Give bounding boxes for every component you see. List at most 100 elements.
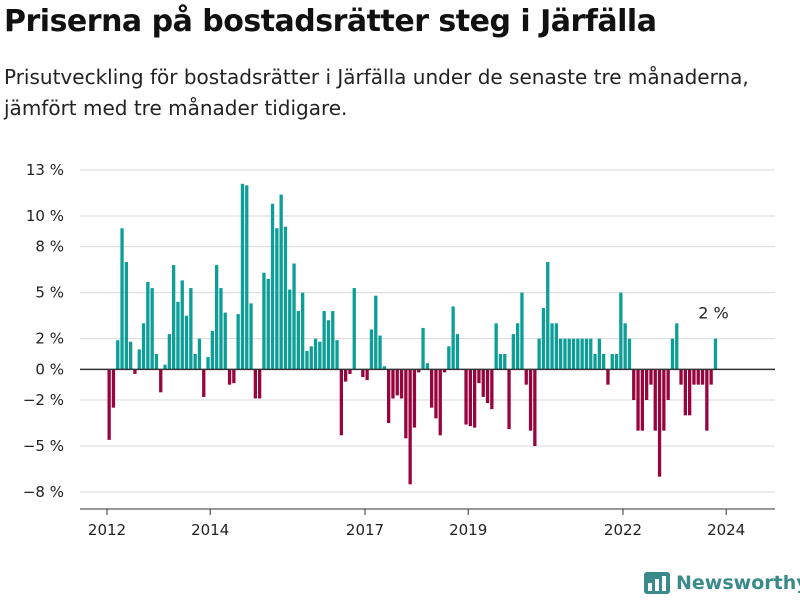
bar	[387, 369, 391, 423]
bar	[399, 369, 404, 399]
bar	[141, 323, 146, 370]
bar	[279, 194, 283, 370]
bar	[589, 338, 593, 370]
bar	[223, 312, 227, 370]
bar	[167, 334, 171, 370]
bar	[322, 311, 326, 370]
bar	[593, 354, 597, 370]
bar	[516, 323, 520, 370]
bar	[369, 329, 374, 370]
bars	[80, 183, 775, 485]
bar	[425, 363, 429, 370]
bar	[606, 369, 610, 385]
bar	[339, 369, 343, 436]
bar	[571, 338, 576, 370]
bar	[541, 308, 546, 370]
bar	[520, 292, 524, 370]
bar	[417, 369, 421, 373]
bar	[468, 369, 472, 427]
y-tick-label: −2 %	[23, 391, 64, 409]
bar	[193, 354, 197, 370]
bar	[434, 369, 438, 419]
last-value-annotation: 2 %	[698, 304, 728, 323]
y-tick-label: 2 %	[35, 330, 64, 348]
bar	[391, 369, 395, 399]
y-tick-label: 8 %	[35, 238, 64, 256]
grid-lines	[80, 169, 775, 493]
bar	[288, 289, 292, 370]
bar	[365, 369, 369, 381]
bar	[352, 288, 356, 370]
x-axis: 2012 2014 2017 2019 2022 2024	[80, 508, 775, 539]
bar	[184, 315, 189, 370]
bar	[270, 203, 275, 370]
bar	[129, 341, 133, 370]
bar	[636, 369, 640, 431]
bar	[602, 354, 606, 370]
bar	[296, 311, 300, 370]
bar	[442, 369, 447, 373]
bar	[301, 292, 305, 370]
bar	[511, 334, 515, 370]
bar	[657, 369, 662, 477]
bar	[554, 323, 558, 370]
bar	[494, 323, 498, 370]
bar	[404, 369, 408, 439]
y-tick-label: −5 %	[23, 437, 64, 455]
bar	[408, 369, 412, 485]
bar	[692, 369, 696, 385]
bar	[150, 288, 154, 370]
y-tick-label: 10 %	[26, 207, 64, 225]
bar	[567, 338, 571, 370]
bar	[180, 280, 184, 370]
bar	[116, 340, 120, 370]
bar	[232, 369, 236, 384]
page-subtitle: Prisutveckling för bostadsrätter i Järfä…	[4, 65, 749, 120]
bar	[580, 338, 584, 370]
bar	[133, 369, 137, 374]
bar	[318, 341, 322, 370]
bar	[528, 369, 533, 431]
bar	[344, 369, 348, 382]
bar	[623, 323, 627, 370]
y-tick-label: 5 %	[35, 284, 64, 302]
bar	[490, 369, 494, 410]
bar	[481, 369, 485, 397]
bar	[283, 226, 288, 370]
bar	[447, 346, 451, 370]
bar	[206, 357, 210, 370]
bar	[249, 303, 253, 370]
bar	[120, 228, 124, 370]
bar	[154, 354, 159, 370]
bar	[503, 354, 507, 370]
bar	[473, 369, 477, 428]
bar	[640, 369, 644, 431]
bar	[374, 295, 378, 370]
bar	[675, 323, 679, 370]
bar	[176, 301, 180, 370]
bar	[111, 369, 116, 408]
bar	[700, 369, 705, 385]
bar	[253, 369, 257, 399]
bar	[197, 338, 202, 370]
bar	[227, 369, 232, 385]
bar	[245, 185, 249, 370]
bar	[498, 354, 503, 370]
bar	[258, 369, 262, 399]
bar	[507, 369, 511, 430]
bar	[451, 306, 455, 370]
bar	[576, 338, 580, 370]
bar	[533, 369, 537, 446]
bar	[597, 338, 601, 370]
bar	[348, 369, 352, 374]
bar	[550, 323, 554, 370]
bar	[331, 311, 335, 370]
x-tick-label: 2019	[449, 521, 487, 539]
bar	[653, 369, 657, 431]
bar	[421, 327, 425, 370]
bar	[378, 335, 382, 370]
bar	[309, 346, 313, 370]
bar	[632, 369, 636, 400]
bar	[610, 354, 614, 370]
